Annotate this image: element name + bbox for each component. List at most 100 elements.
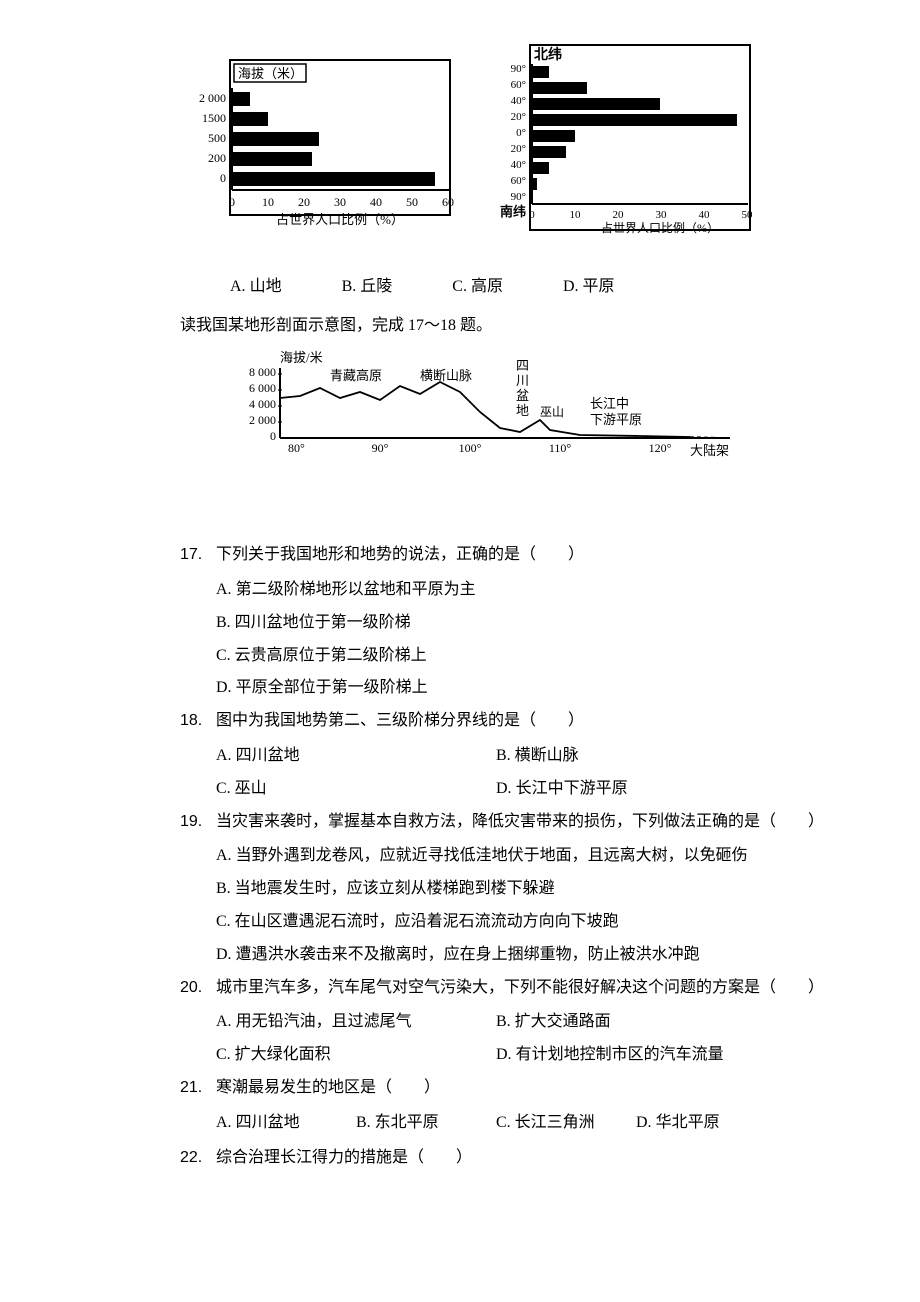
option-a: A. 山地 bbox=[230, 273, 282, 302]
option-c: C. 高原 bbox=[452, 273, 503, 302]
option-b: B. 丘陵 bbox=[342, 273, 393, 302]
svg-text:30: 30 bbox=[334, 195, 346, 209]
question-21: 21. 寒潮最易发生的地区是（ ） bbox=[180, 1074, 840, 1103]
svg-text:60: 60 bbox=[442, 195, 454, 209]
q21-opt-d: D. 华北平原 bbox=[636, 1109, 776, 1138]
svg-text:500: 500 bbox=[208, 131, 226, 145]
q20-opt-d: D. 有计划地控制市区的汽车流量 bbox=[496, 1041, 724, 1070]
svg-text:120°: 120° bbox=[649, 441, 672, 455]
q20-text: 城市里汽车多，汽车尾气对空气污染大，下列不能很好解决这个问题的方案是（ ） bbox=[216, 974, 840, 1003]
q22-num: 22. bbox=[180, 1144, 216, 1173]
svg-text:40: 40 bbox=[699, 209, 711, 221]
q20-row2: C. 扩大绿化面积 D. 有计划地控制市区的汽车流量 bbox=[216, 1041, 840, 1070]
q17-num: 17. bbox=[180, 541, 216, 570]
elevation-chart: 海拔（米） 2 000 1500 500 200 0 0 10 20 30 40… bbox=[190, 40, 460, 261]
q20-opt-b: B. 扩大交通路面 bbox=[496, 1008, 611, 1037]
q19-opt-a: A. 当野外遇到龙卷风，应就近寻找低洼地伏于地面，且远离大树，以免砸伤 bbox=[216, 842, 840, 871]
q20-opt-c: C. 扩大绿化面积 bbox=[216, 1041, 496, 1070]
profile-y-title: 海拔/米 bbox=[280, 350, 323, 365]
svg-text:6 000: 6 000 bbox=[249, 381, 276, 395]
q16-options: A. 山地 B. 丘陵 C. 高原 D. 平原 bbox=[230, 273, 840, 302]
svg-text:川: 川 bbox=[516, 373, 529, 388]
intro-17-18: 读我国某地形剖面示意图，完成 17～18 题。 bbox=[180, 312, 840, 341]
svg-text:90°: 90° bbox=[372, 441, 389, 455]
svg-text:青藏高原: 青藏高原 bbox=[330, 368, 382, 383]
q17-text: 下列关于我国地形和地势的说法，正确的是（ ） bbox=[216, 541, 840, 570]
svg-text:0: 0 bbox=[229, 195, 235, 209]
svg-text:50: 50 bbox=[406, 195, 418, 209]
q20-num: 20. bbox=[180, 974, 216, 1003]
q19-text: 当灾害来袭时，掌握基本自救方法，降低灾害带来的损伤，下列做法正确的是（ ） bbox=[216, 808, 840, 837]
svg-text:2 000: 2 000 bbox=[199, 91, 226, 105]
q19-opt-b: B. 当地震发生时，应该立刻从楼梯跑到楼下躲避 bbox=[216, 875, 840, 904]
svg-text:大陆架: 大陆架 bbox=[690, 443, 729, 458]
q21-opt-a: A. 四川盆地 bbox=[216, 1109, 356, 1138]
svg-text:20°: 20° bbox=[511, 111, 526, 123]
svg-text:0°: 0° bbox=[516, 127, 526, 139]
svg-text:横断山脉: 横断山脉 bbox=[420, 368, 472, 383]
svg-text:长江中: 长江中 bbox=[590, 396, 629, 411]
svg-text:60°: 60° bbox=[511, 79, 526, 91]
chart2-south-label: 南纬 bbox=[500, 204, 526, 219]
q20-row1: A. 用无铅汽油，且过滤尾气 B. 扩大交通路面 bbox=[216, 1008, 840, 1037]
q17-opt-c: C. 云贵高原位于第二级阶梯上 bbox=[216, 642, 840, 671]
q18-opt-d: D. 长江中下游平原 bbox=[496, 775, 628, 804]
q18-opt-a: A. 四川盆地 bbox=[216, 742, 496, 771]
svg-text:90°: 90° bbox=[511, 191, 526, 203]
svg-text:90°: 90° bbox=[511, 63, 526, 75]
svg-text:20: 20 bbox=[298, 195, 310, 209]
q17-opt-a: A. 第二级阶梯地形以盆地和平原为主 bbox=[216, 576, 840, 605]
question-22: 22. 综合治理长江得力的措施是（ ） bbox=[180, 1144, 840, 1173]
svg-text:40°: 40° bbox=[511, 159, 526, 171]
svg-text:4 000: 4 000 bbox=[249, 397, 276, 411]
q18-text: 图中为我国地势第二、三级阶梯分界线的是（ ） bbox=[216, 707, 840, 736]
svg-text:40: 40 bbox=[370, 195, 382, 209]
svg-text:10: 10 bbox=[570, 209, 582, 221]
profile-svg: 海拔/米 8 000 6 000 4 000 2 000 0 80° 90° 1… bbox=[240, 350, 740, 490]
svg-text:20: 20 bbox=[613, 209, 625, 221]
svg-text:200: 200 bbox=[208, 151, 226, 165]
svg-text:0: 0 bbox=[529, 209, 535, 221]
svg-text:盆: 盆 bbox=[516, 388, 529, 403]
svg-text:0: 0 bbox=[270, 429, 276, 443]
q18-row1: A. 四川盆地 B. 横断山脉 bbox=[216, 742, 840, 771]
svg-text:8 000: 8 000 bbox=[249, 365, 276, 379]
svg-text:100°: 100° bbox=[459, 441, 482, 455]
question-18: 18. 图中为我国地势第二、三级阶梯分界线的是（ ） bbox=[180, 707, 840, 736]
q21-num: 21. bbox=[180, 1074, 216, 1103]
svg-text:巫山: 巫山 bbox=[540, 405, 564, 419]
chart1-y-title: 海拔（米） bbox=[238, 66, 303, 81]
chart2-x-title: 占世界人口比例（%） bbox=[601, 220, 719, 235]
svg-text:80°: 80° bbox=[288, 441, 305, 455]
svg-text:50: 50 bbox=[742, 209, 754, 221]
terrain-profile-chart: 海拔/米 8 000 6 000 4 000 2 000 0 80° 90° 1… bbox=[240, 350, 840, 501]
q18-opt-c: C. 巫山 bbox=[216, 775, 496, 804]
svg-text:地: 地 bbox=[516, 403, 529, 418]
q21-opt-c: C. 长江三角洲 bbox=[496, 1109, 636, 1138]
svg-text:0: 0 bbox=[220, 171, 226, 185]
chart1-x-title: 占世界人口比例（%） bbox=[276, 212, 404, 227]
chart2-svg: 北纬 90° 60° 40° 20° 0° 20° 40° 60° 90° 南纬… bbox=[490, 40, 760, 250]
svg-text:下游平原: 下游平原 bbox=[590, 412, 642, 427]
svg-text:四: 四 bbox=[516, 358, 529, 373]
q21-opt-b: B. 东北平原 bbox=[356, 1109, 496, 1138]
q21-options: A. 四川盆地 B. 东北平原 C. 长江三角洲 D. 华北平原 bbox=[216, 1109, 840, 1138]
svg-text:110°: 110° bbox=[549, 441, 572, 455]
charts-container: 海拔（米） 2 000 1500 500 200 0 0 10 20 30 40… bbox=[190, 40, 840, 261]
q19-opt-c: C. 在山区遭遇泥石流时，应沿着泥石流流动方向向下坡跑 bbox=[216, 908, 840, 937]
q21-text: 寒潮最易发生的地区是（ ） bbox=[216, 1074, 840, 1103]
question-20: 20. 城市里汽车多，汽车尾气对空气污染大，下列不能很好解决这个问题的方案是（ … bbox=[180, 974, 840, 1003]
q18-opt-b: B. 横断山脉 bbox=[496, 742, 579, 771]
svg-text:2 000: 2 000 bbox=[249, 413, 276, 427]
chart1-svg: 海拔（米） 2 000 1500 500 200 0 0 10 20 30 40… bbox=[190, 40, 460, 240]
chart2-north-label: 北纬 bbox=[534, 46, 562, 63]
svg-text:60°: 60° bbox=[511, 175, 526, 187]
q18-num: 18. bbox=[180, 707, 216, 736]
latitude-chart: 北纬 90° 60° 40° 20° 0° 20° 40° 60° 90° 南纬… bbox=[490, 40, 760, 261]
svg-text:40°: 40° bbox=[511, 95, 526, 107]
svg-text:30: 30 bbox=[656, 209, 668, 221]
q19-num: 19. bbox=[180, 808, 216, 837]
q22-text: 综合治理长江得力的措施是（ ） bbox=[216, 1144, 840, 1173]
svg-text:1500: 1500 bbox=[202, 111, 226, 125]
q17-opt-b: B. 四川盆地位于第一级阶梯 bbox=[216, 609, 840, 638]
